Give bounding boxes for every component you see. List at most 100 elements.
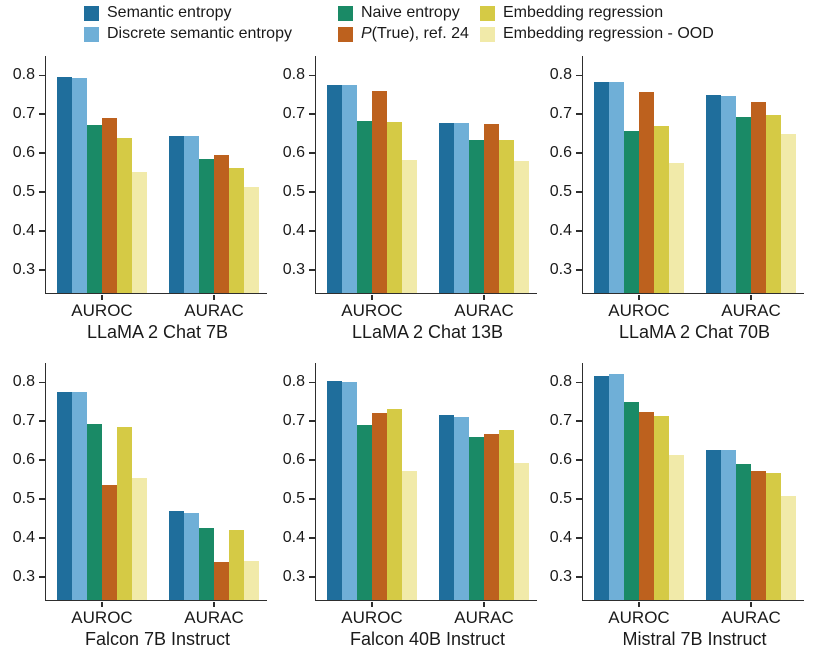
x-tick-mark: [483, 294, 485, 300]
bar-embedding-regression-ood: [781, 496, 796, 600]
y-tick-mark: [39, 229, 46, 232]
bar-embedding-regression-ood: [132, 172, 147, 293]
bar-semantic-entropy: [594, 82, 609, 293]
bar-embedding-regression: [229, 167, 244, 293]
y-tick-mark: [309, 459, 316, 461]
y-tick-label: 0.8: [12, 66, 35, 84]
y-tick-label: 0.8: [549, 373, 572, 391]
category-label-aurac: AURAC: [184, 301, 244, 320]
bar-group-auroc: [57, 363, 147, 600]
bar-group-aurac: [706, 56, 796, 293]
legend-swatch-icon: [338, 5, 353, 21]
legend-label: Embedding regression - OOD: [503, 25, 714, 42]
legend-label: Naive entropy: [361, 4, 460, 21]
bar-embedding-regression-ood: [132, 478, 147, 600]
bar-embedding-regression: [387, 121, 402, 293]
bar-semantic-entropy: [57, 77, 72, 293]
legend-swatch-icon: [84, 26, 99, 42]
y-tick-label: 0.6: [12, 451, 35, 469]
y-tick-mark: [39, 152, 46, 154]
legend-column-2: Naive entropy P(True), ref. 24: [338, 5, 480, 42]
y-tick-label: 0.5: [12, 489, 35, 507]
y-tick-mark: [576, 420, 583, 423]
bar-p-true-ref-24: [751, 470, 766, 600]
bar-semantic-entropy: [439, 415, 454, 600]
legend-item-naive-entropy: Naive entropy: [338, 5, 480, 21]
bar-p-true-ref-24: [751, 101, 766, 293]
x-tick-mark: [213, 294, 215, 300]
y-tick-mark: [39, 420, 46, 423]
bar-embedding-regression: [387, 409, 402, 600]
bar-discrete-semantic-entropy: [72, 77, 87, 293]
y-tick-label: 0.7: [282, 412, 305, 430]
bar-naive-entropy: [87, 125, 102, 293]
y-tick-label: 0.4: [549, 528, 572, 546]
y-tick-label: 0.6: [12, 144, 35, 162]
y-tick-label: 0.4: [549, 221, 572, 239]
y-tick-mark: [576, 381, 583, 384]
bar-p-true-ref-24: [484, 433, 499, 600]
bar-semantic-entropy: [169, 135, 184, 293]
legend-item-embedding-regression-ood: Embedding regression - OOD: [480, 26, 714, 42]
x-tick-mark: [483, 601, 485, 607]
bar-group-auroc: [327, 56, 417, 293]
y-tick-label: 0.4: [12, 221, 35, 239]
bar-p-true-ref-24: [214, 562, 229, 600]
bar-discrete-semantic-entropy: [342, 382, 357, 600]
y-tick-mark: [576, 498, 583, 500]
legend: Semantic entropy Discrete semantic entrop…: [84, 5, 714, 42]
category-label-auroc: AUROC: [608, 608, 670, 627]
category-label-aurac: AURAC: [454, 301, 514, 320]
legend-column-3: Embedding regression Embedding regression…: [480, 5, 714, 42]
bar-naive-entropy: [87, 424, 102, 600]
bar-naive-entropy: [357, 425, 372, 600]
bar-embedding-regression: [229, 530, 244, 600]
y-tick-mark: [309, 191, 316, 193]
bar-embedding-regression: [766, 472, 781, 600]
bar-naive-entropy: [469, 139, 484, 293]
y-tick-mark: [309, 498, 316, 500]
x-tick-mark: [638, 601, 640, 607]
y-tick-mark: [576, 229, 583, 232]
panel-title-llama-2-chat-7b: LLaMA 2 Chat 7B: [86, 322, 229, 342]
panel-title-llama-2-chat-70b: LLaMA 2 Chat 70B: [618, 322, 771, 342]
y-tick-mark: [309, 420, 316, 423]
category-label-aurac: AURAC: [721, 301, 781, 320]
y-tick-mark: [39, 74, 46, 77]
y-tick-mark: [576, 113, 583, 116]
bar-embedding-regression-ood: [244, 186, 259, 293]
y-tick-label: 0.3: [282, 567, 305, 585]
legend-swatch-icon: [338, 26, 353, 42]
x-tick-mark: [371, 294, 373, 300]
y-tick-mark: [576, 575, 583, 578]
bar-discrete-semantic-entropy: [454, 417, 469, 600]
y-tick-mark: [309, 575, 316, 578]
category-label-auroc: AUROC: [341, 301, 403, 320]
bar-naive-entropy: [736, 463, 751, 600]
bar-embedding-regression: [499, 429, 514, 600]
panel-title-falcon-40b-instruct: Falcon 40B Instruct: [349, 629, 506, 649]
y-tick-label: 0.6: [282, 451, 305, 469]
y-tick-mark: [39, 575, 46, 578]
y-tick-mark: [576, 268, 583, 271]
y-tick-label: 0.8: [549, 66, 572, 84]
y-tick-label: 0.7: [282, 105, 305, 123]
y-tick-label: 0.3: [282, 260, 305, 278]
y-tick-label: 0.3: [549, 567, 572, 585]
category-label-aurac: AURAC: [721, 608, 781, 627]
y-tick-label: 0.3: [12, 260, 35, 278]
y-tick-mark: [309, 268, 316, 271]
y-tick-mark: [39, 268, 46, 271]
y-tick-mark: [576, 536, 583, 539]
bar-p-true-ref-24: [484, 124, 499, 293]
legend-label: P(True), ref. 24: [361, 25, 469, 42]
y-tick-label: 0.6: [549, 144, 572, 162]
x-tick-mark: [750, 294, 752, 300]
y-tick-label: 0.4: [12, 528, 35, 546]
x-tick-mark: [213, 601, 215, 607]
legend-swatch-icon: [480, 5, 495, 21]
x-tick-mark: [371, 601, 373, 607]
y-tick-label: 0.5: [12, 182, 35, 200]
bar-embedding-regression: [499, 139, 514, 293]
